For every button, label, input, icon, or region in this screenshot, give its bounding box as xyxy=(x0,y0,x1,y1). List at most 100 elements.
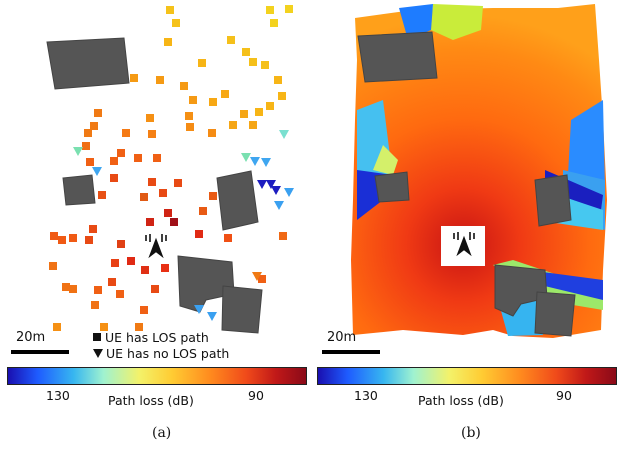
los-marker xyxy=(261,61,269,69)
shadow-zone xyxy=(568,100,605,190)
los-marker xyxy=(90,122,98,130)
building xyxy=(216,170,259,231)
nlos-marker xyxy=(261,158,271,167)
los-marker xyxy=(170,218,178,226)
los-marker xyxy=(166,6,174,14)
shadow-zone xyxy=(399,4,433,40)
nlos-marker xyxy=(92,167,102,176)
los-marker xyxy=(53,323,61,331)
los-marker xyxy=(153,154,161,162)
los-marker xyxy=(146,218,154,226)
los-marker xyxy=(84,129,92,137)
los-marker xyxy=(50,232,58,240)
los-marker xyxy=(198,59,206,67)
caption-b: (b) xyxy=(461,425,481,441)
los-marker xyxy=(135,323,143,331)
legend-nlos-label: UE has no LOS path xyxy=(106,346,230,361)
nlos-marker xyxy=(274,201,284,210)
los-marker xyxy=(117,240,125,248)
los-marker xyxy=(148,178,156,186)
los-marker xyxy=(110,174,118,182)
los-marker xyxy=(161,264,169,272)
base-station-antenna-icon xyxy=(453,232,475,260)
los-marker xyxy=(195,230,203,238)
los-marker xyxy=(227,36,235,44)
triangle-down-marker-icon xyxy=(93,349,103,358)
colorbar-tick-90: 90 xyxy=(248,388,264,403)
los-marker xyxy=(186,123,194,131)
nlos-marker xyxy=(207,312,217,321)
nlos-marker xyxy=(194,305,204,314)
los-marker xyxy=(94,286,102,294)
los-marker xyxy=(249,121,257,129)
los-marker xyxy=(85,236,93,244)
los-marker xyxy=(180,82,188,90)
los-marker xyxy=(69,234,77,242)
los-marker xyxy=(209,192,217,200)
los-marker xyxy=(94,109,102,117)
los-marker xyxy=(127,257,135,265)
los-marker xyxy=(279,232,287,240)
los-marker xyxy=(208,129,216,137)
los-marker xyxy=(146,114,154,122)
los-marker xyxy=(108,278,116,286)
los-marker xyxy=(266,6,274,14)
los-marker xyxy=(58,236,66,244)
los-marker xyxy=(266,102,274,110)
building xyxy=(494,264,548,317)
los-marker xyxy=(151,285,159,293)
los-marker xyxy=(229,121,237,129)
building xyxy=(177,255,235,313)
path-loss-heatmap xyxy=(351,4,607,338)
los-marker xyxy=(82,142,90,150)
legend-los: UE has LOS path xyxy=(93,330,209,345)
nlos-marker xyxy=(271,186,281,195)
caption-a: (a) xyxy=(152,425,172,441)
los-marker xyxy=(242,48,250,56)
nlos-marker xyxy=(284,188,294,197)
colorbar-tick-90: 90 xyxy=(556,388,572,403)
los-marker xyxy=(86,158,94,166)
los-marker xyxy=(62,283,70,291)
building xyxy=(374,171,410,203)
los-marker xyxy=(185,112,193,120)
los-marker xyxy=(148,130,156,138)
los-marker xyxy=(122,129,130,137)
los-markers xyxy=(49,5,293,331)
los-marker xyxy=(270,19,278,27)
building xyxy=(534,174,572,227)
nlos-marker xyxy=(257,180,267,189)
colorbar-title: Path loss (dB) xyxy=(108,393,194,408)
nlos-marker xyxy=(252,272,262,281)
los-marker xyxy=(159,189,167,197)
ue-scatter-map xyxy=(46,5,294,334)
los-marker xyxy=(199,207,207,215)
los-marker xyxy=(91,301,99,309)
scale-label: 20m xyxy=(16,330,46,345)
nlos-marker xyxy=(241,153,251,162)
los-marker xyxy=(89,225,97,233)
los-marker xyxy=(274,76,282,84)
los-marker xyxy=(141,266,149,274)
los-marker xyxy=(111,259,119,267)
los-marker xyxy=(172,19,180,27)
legend-los-label: UE has LOS path xyxy=(105,330,209,345)
los-marker xyxy=(110,157,118,165)
scale-bar xyxy=(11,350,69,354)
legend-nlos: UE has no LOS path xyxy=(93,346,229,361)
los-marker xyxy=(164,38,172,46)
los-marker xyxy=(285,5,293,13)
los-marker xyxy=(49,262,57,270)
colorbar-title: Path loss (dB) xyxy=(418,393,504,408)
building xyxy=(46,37,130,90)
los-marker xyxy=(278,92,286,100)
los-marker xyxy=(174,179,182,187)
base-station-antenna-icon xyxy=(145,234,167,262)
panel-b: 20m 130 Path loss (dB) 90 (b) xyxy=(313,0,623,450)
square-marker-icon xyxy=(93,333,101,341)
los-marker xyxy=(258,275,266,283)
los-marker xyxy=(209,98,217,106)
los-marker xyxy=(224,234,232,242)
los-marker xyxy=(69,285,77,293)
los-marker xyxy=(249,58,257,66)
